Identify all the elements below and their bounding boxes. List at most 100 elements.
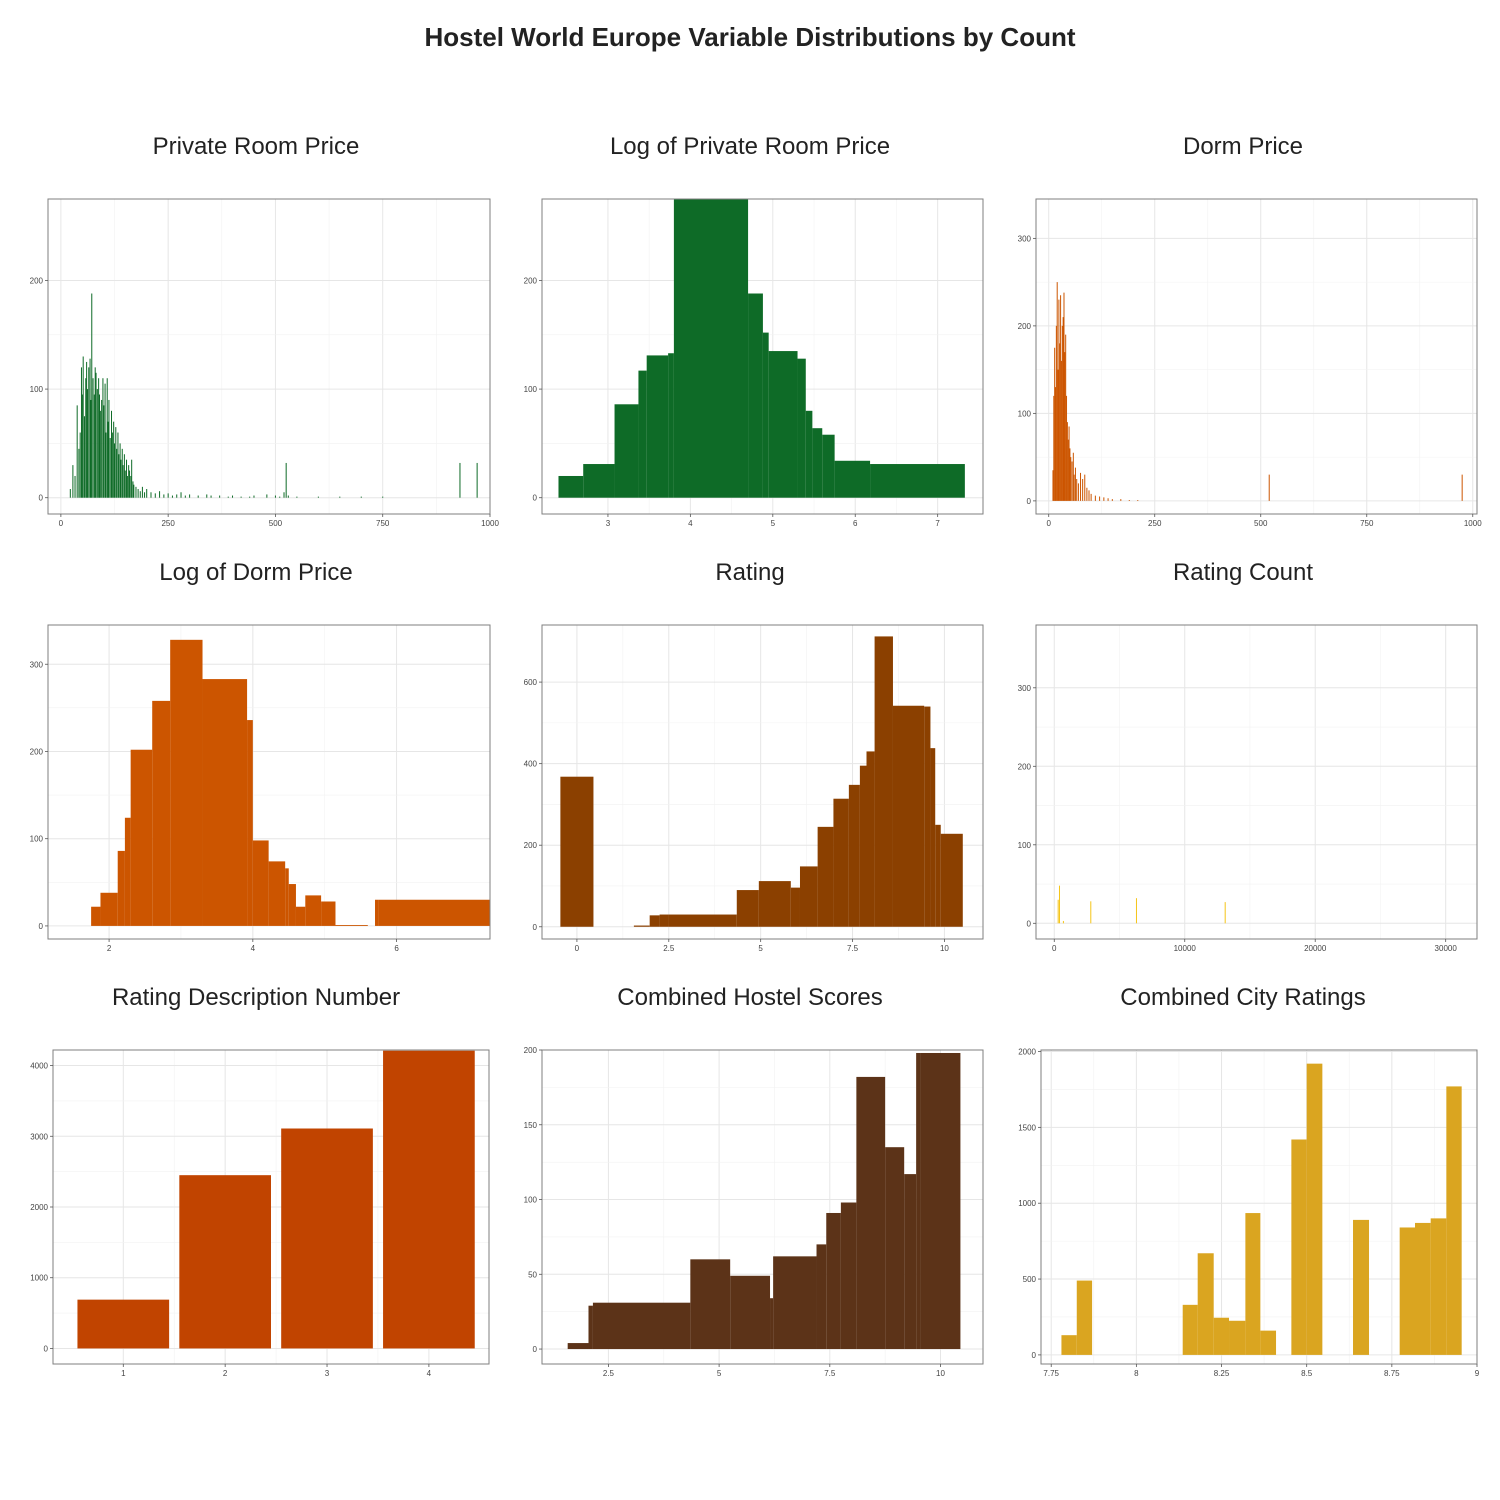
histogram-bar [1064,352,1066,501]
histogram-bar [72,465,74,498]
x-tick-label: 8 [1134,1369,1139,1378]
histogram-bar [107,421,109,498]
histogram-bar [100,892,118,926]
x-tick-label: 9 [1475,1369,1480,1378]
y-tick-label: 150 [524,1121,538,1130]
y-tick-label: 3000 [30,1132,48,1141]
histogram-bar [101,399,103,498]
histogram-bar [232,495,234,498]
histogram-bar [1074,467,1076,501]
histogram-bar [86,361,88,498]
histogram-bar [197,495,199,498]
histogram-bar [1060,295,1062,501]
histogram-bar [834,460,871,498]
histogram-bar [866,751,875,927]
histogram-bar [99,410,101,498]
histogram-bar [560,776,594,927]
histogram-bar [558,475,584,498]
histogram-bar [92,378,94,498]
histogram-bar [588,1305,593,1350]
y-tick-label: 100 [524,1196,538,1205]
histogram-bar [285,462,287,498]
chart-panel-5: 0 10000 20000 30000 0 100 200 300 [1018,624,1478,953]
histogram-bar [668,914,737,927]
histogram-bar [1062,920,1064,924]
histogram-bar [1071,461,1073,501]
histogram-bar [113,421,115,498]
x-tick-label: 7.5 [824,1369,836,1378]
histogram-bar [268,861,286,926]
histogram-bar [1291,1139,1307,1355]
y-tick-label: 200 [524,1046,538,1055]
histogram-bar [85,378,87,498]
histogram-bar [1058,885,1060,924]
histogram-bar [335,925,368,926]
histogram-bar [1054,347,1056,501]
histogram-bar [1182,1304,1198,1355]
histogram-bar [93,394,95,498]
histogram-bar [920,1052,961,1350]
chart-panel-0: 0 250 500 750 1000 0 100 200 [30,198,499,528]
x-tick-label: 750 [1360,519,1374,528]
histogram-bar [885,1147,905,1350]
histogram-bar [638,370,647,498]
histogram-bar [287,495,289,498]
panel-border [1035,624,1478,940]
histogram-bar [567,1343,589,1350]
histogram-bar [1060,360,1062,501]
histogram-bar [154,493,156,498]
y-tick-label: 0 [39,494,44,503]
histogram-bar [137,489,139,498]
histogram-bar [1245,1213,1261,1355]
y-tick-label: 200 [1018,762,1032,771]
x-tick-label: 4 [251,944,256,953]
y-tick-label: 100 [1018,409,1032,418]
histogram-bar [1086,487,1088,501]
y-tick-label: 0 [1032,1351,1037,1360]
histogram-bar [649,915,660,927]
histogram-bar [253,495,255,498]
y-tick-label: 50 [528,1270,537,1279]
x-tick-label: 5 [717,1369,722,1378]
y-tick-label: 300 [1018,684,1032,693]
histogram-bar [91,293,93,498]
histogram-bar [321,901,336,926]
histogram-bar [91,906,101,926]
x-tick-label: 1000 [481,519,499,528]
histogram-bar [1069,448,1071,501]
x-tick-label: 8.5 [1301,1369,1313,1378]
histogram-bar [1067,439,1069,501]
histogram-bar [339,496,341,498]
histogram-bar [816,1244,827,1350]
histogram-bar [690,1259,731,1350]
x-tick-label: 20000 [1304,944,1327,953]
histogram-bar [249,496,251,498]
histogram-bar [109,437,111,498]
y-tick-label: 100 [1018,841,1032,850]
chart-panel-1: 3 4 5 6 7 0 100 200 [524,198,984,528]
histogram-bar [1128,500,1130,501]
histogram-bar [870,464,965,498]
histogram-bar [1066,422,1068,501]
chart-panel-8: 7.75 8 8.25 8.5 8.75 9 0 500 1000 1500 2000 [1018,1048,1480,1378]
histogram-bar [1076,479,1078,501]
y-tick-label: 200 [524,276,538,285]
histogram-bar [123,454,125,498]
chart-panel-4: 0 2.5 5 7.5 10 0 200 400 600 [524,624,984,953]
histogram-bar [105,432,107,498]
histogram-bar [132,481,134,498]
x-tick-label: 2 [107,944,112,953]
histogram-bar [583,464,615,498]
x-tick-label: 0 [59,519,64,528]
panel-border [1035,198,1478,515]
y-tick-label: 0 [1027,919,1032,928]
histogram-bar [139,491,141,498]
histogram-bar [904,1174,917,1350]
histogram-bar [104,383,106,498]
panel-title-log-dorm-price: Log of Dorm Price [159,559,353,586]
histogram-bar [1072,452,1074,501]
x-tick-label: 4 [688,519,693,528]
histogram-bar [106,378,108,498]
histogram-bar [279,496,281,498]
